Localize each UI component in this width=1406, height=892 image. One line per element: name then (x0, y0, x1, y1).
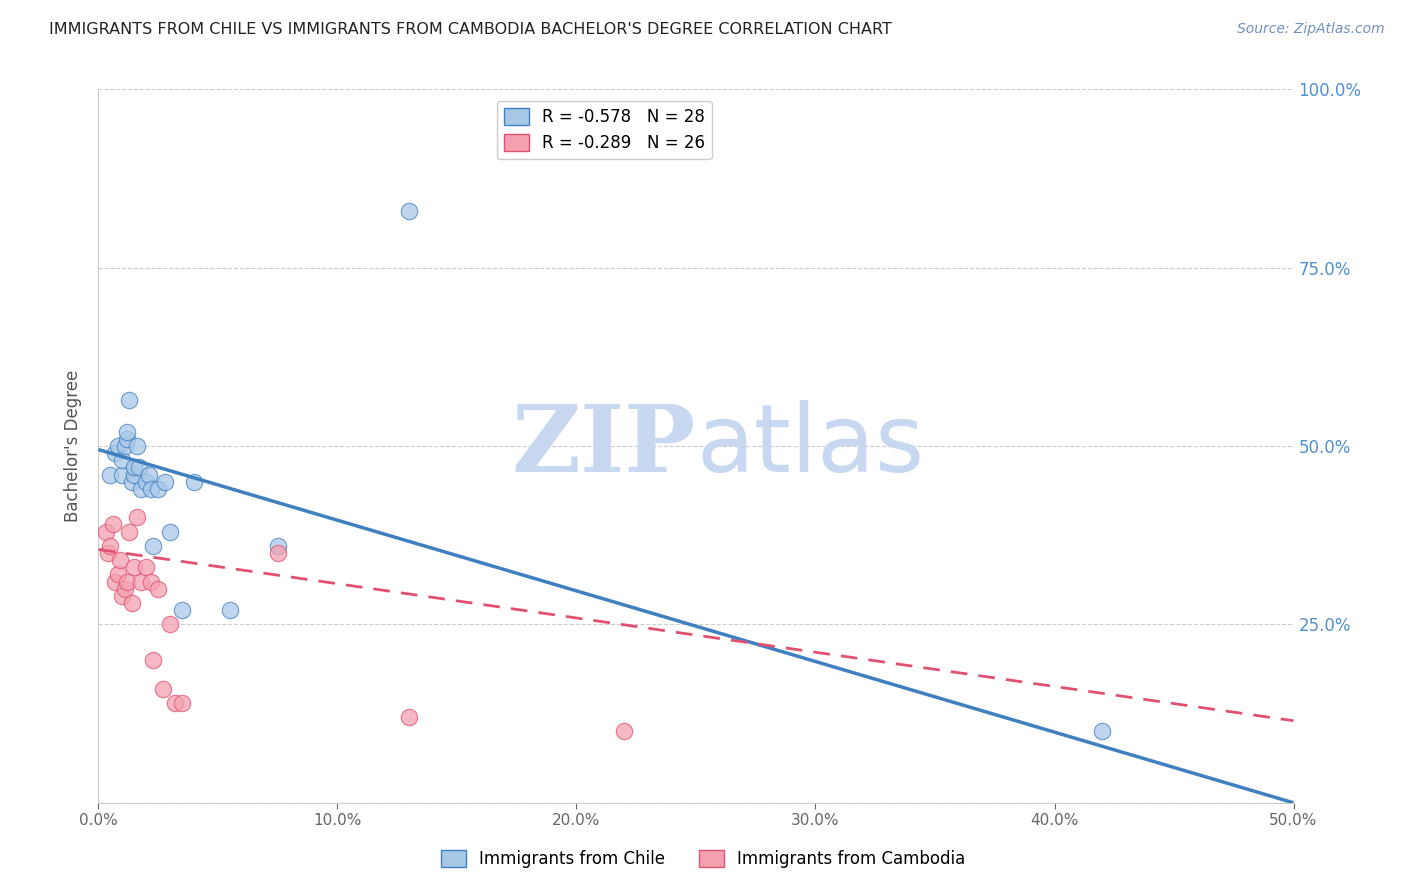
Y-axis label: Bachelor's Degree: Bachelor's Degree (65, 370, 83, 522)
Point (172, 603, 194, 617)
Point (135, 560, 157, 574)
Point (115, 432, 138, 446)
Point (98, 539, 122, 553)
Point (148, 582, 170, 596)
Point (114, 439, 136, 453)
Point (163, 696, 186, 710)
Point (142, 653, 165, 667)
Point (267, 546, 290, 560)
Point (138, 467, 160, 482)
Text: atlas: atlas (696, 400, 924, 492)
Legend: R = -0.578   N = 28, R = -0.289   N = 26: R = -0.578 N = 28, R = -0.289 N = 26 (496, 101, 711, 159)
Point (148, 482, 170, 496)
Point (107, 439, 129, 453)
Point (142, 539, 165, 553)
Point (139, 482, 162, 496)
Legend: Immigrants from Chile, Immigrants from Cambodia: Immigrants from Chile, Immigrants from C… (434, 843, 972, 875)
Point (128, 460, 150, 475)
Point (135, 475, 157, 489)
Point (1091, 724, 1114, 739)
Point (114, 582, 136, 596)
Point (398, 203, 420, 218)
Point (155, 475, 177, 489)
Point (121, 475, 143, 489)
Point (125, 510, 148, 524)
Point (108, 553, 131, 567)
Point (124, 560, 146, 574)
Point (118, 392, 141, 407)
Point (159, 524, 181, 539)
Point (139, 574, 162, 589)
Point (124, 460, 146, 475)
Point (98, 467, 122, 482)
Point (172, 696, 194, 710)
Point (94, 524, 117, 539)
Point (111, 453, 134, 467)
Point (152, 681, 174, 696)
Point (267, 539, 290, 553)
Point (118, 524, 141, 539)
Point (183, 475, 205, 489)
Point (131, 482, 153, 496)
Text: ZIP: ZIP (512, 401, 696, 491)
Point (124, 467, 146, 482)
Point (97, 546, 120, 560)
Point (111, 467, 134, 482)
Point (613, 724, 636, 739)
Point (111, 589, 134, 603)
Text: IMMIGRANTS FROM CHILE VS IMMIGRANTS FROM CAMBODIA BACHELOR'S DEGREE CORRELATION : IMMIGRANTS FROM CHILE VS IMMIGRANTS FROM… (49, 22, 891, 37)
Point (104, 574, 127, 589)
Text: Source: ZipAtlas.com: Source: ZipAtlas.com (1237, 22, 1385, 37)
Point (398, 710, 420, 724)
Point (104, 446, 127, 460)
Point (219, 603, 242, 617)
Point (121, 596, 143, 610)
Point (115, 574, 138, 589)
Point (107, 567, 129, 582)
Point (159, 617, 181, 632)
Point (115, 425, 138, 439)
Point (101, 517, 124, 532)
Point (125, 439, 148, 453)
Point (131, 574, 153, 589)
